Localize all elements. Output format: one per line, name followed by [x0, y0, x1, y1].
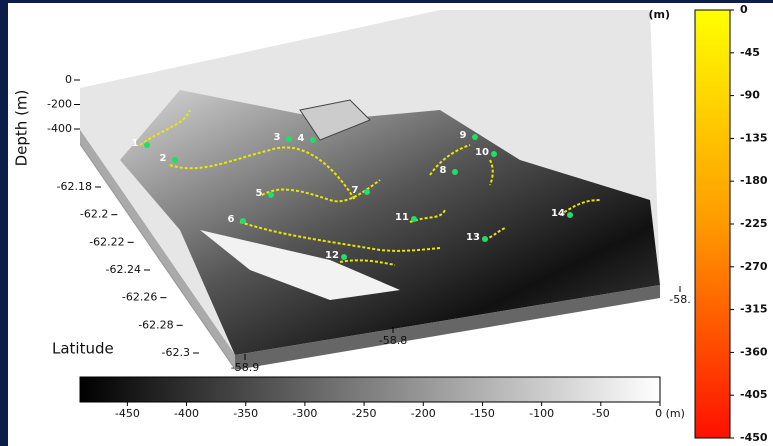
drifter-start — [364, 189, 370, 195]
drifter-label: 6 — [228, 214, 235, 225]
drifter-start — [452, 169, 458, 175]
colorbar-tick-label: -200 — [411, 407, 436, 420]
depth-tick-label: -400 — [47, 122, 72, 135]
colorbar-tick-label: -350 — [233, 407, 258, 420]
drifter-start — [268, 192, 274, 198]
drifter-label: 10 — [475, 147, 489, 158]
longitude-tick-label: -58. — [669, 293, 690, 306]
drifter-start — [472, 134, 478, 140]
drifter-label: 14 — [551, 208, 565, 219]
latitude-tick-label: -62.26 — [122, 291, 157, 304]
drifter-start — [172, 157, 178, 163]
colorbar-tick-label: -225 — [740, 217, 768, 230]
colorbar-tick-label: -50 — [592, 407, 610, 420]
drifter-label: 1 — [132, 138, 139, 149]
colorbar-tick-label: -450 — [115, 407, 140, 420]
colorbar-tick-label: -400 — [174, 407, 199, 420]
colorbar-tick-label: -405 — [740, 388, 768, 401]
colorbar-tick-label: -270 — [740, 260, 768, 273]
colorbar-tick-label: -250 — [352, 407, 377, 420]
latitude-tick-label: -62.3 — [162, 346, 190, 359]
drifter-label: 8 — [440, 165, 447, 176]
latitude-tick-label: -62.22 — [89, 235, 124, 248]
colorbar-tick-label: -100 — [529, 407, 554, 420]
latitude-tick-label: -62.24 — [106, 263, 141, 276]
drifter-start — [240, 218, 246, 224]
drifter-start — [567, 212, 573, 218]
colorbar-tick-label: -300 — [292, 407, 317, 420]
gray-colorbar — [80, 377, 660, 402]
colorbar-tick-label: 0 — [740, 3, 748, 16]
colorbar-tick-label: -90 — [740, 89, 760, 102]
drifter-start — [411, 216, 417, 222]
drifter-label: 3 — [274, 132, 281, 143]
color-colorbar — [695, 10, 730, 438]
depth-label: Depth (m) — [13, 90, 31, 167]
latitude-tick-label: -62.2 — [80, 208, 108, 221]
drifter-start — [341, 254, 347, 260]
colorbar-tick-label: -450 — [740, 431, 768, 444]
drifter-label: 4 — [298, 133, 305, 144]
drifter-label: 13 — [466, 232, 480, 243]
colorbar-tick-label: -315 — [740, 303, 768, 316]
colorbar-tick-label: -360 — [740, 345, 768, 358]
colorbar-unit: (m) — [648, 8, 670, 21]
latitude-tick-label: -62.18 — [57, 180, 92, 193]
drifter-start — [144, 142, 150, 148]
drifter-label: 2 — [160, 153, 167, 164]
depth-tick-label: -200 — [47, 98, 72, 111]
drifter-label: 12 — [325, 250, 339, 261]
page: {"depth_axis": {"label": "Depth (m)", "t… — [0, 0, 773, 446]
drifter-label: 7 — [352, 185, 359, 196]
colorbar-tick-label: -180 — [740, 174, 768, 187]
longitude-tick-label: -58.9 — [231, 361, 259, 374]
colorbar-tick-label: -135 — [740, 131, 768, 144]
drifter-start — [286, 136, 292, 142]
colorbar-tick-label: 0 (m) — [655, 407, 685, 420]
drifter-label: 9 — [460, 130, 467, 141]
latitude-label: Latitude — [52, 340, 114, 358]
drifter-start — [482, 236, 488, 242]
colorbar-tick-label: -45 — [740, 46, 760, 59]
drifter-start — [491, 151, 497, 157]
depth-tick-label: 0 — [65, 73, 72, 86]
latitude-tick-label: -62.28 — [138, 318, 173, 331]
drifter-start — [310, 137, 316, 143]
figure: Depth (m) Latitude (m) 0 -200 -400 -62.18 -6… — [0, 0, 773, 446]
drifter-label: 5 — [256, 188, 263, 199]
drifter-label: 11 — [395, 212, 409, 223]
longitude-tick-label: -58.8 — [379, 334, 407, 347]
colorbar-tick-label: -150 — [470, 407, 495, 420]
